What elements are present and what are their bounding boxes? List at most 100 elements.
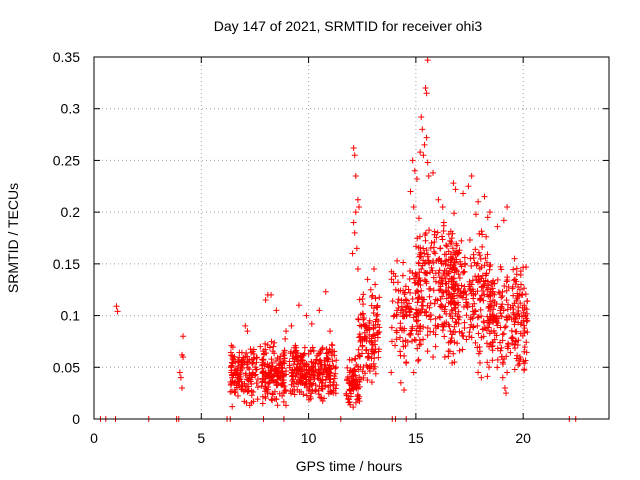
data-point [509,340,516,347]
y-tick-label: 0.15 [53,256,80,272]
data-point [254,396,261,403]
data-point [366,331,373,338]
data-point [262,395,269,402]
data-point [354,266,361,273]
data-point [418,287,425,294]
data-point [483,327,490,334]
data-point [235,375,242,382]
data-point [469,303,476,310]
data-point [354,196,361,203]
data-point [365,353,372,360]
data-point [324,349,331,356]
data-point [283,368,290,375]
data-point [393,329,400,336]
data-point [448,259,455,266]
data-point [290,361,297,368]
data-point [424,348,431,355]
data-point [313,356,320,363]
data-point [476,265,483,272]
data-point [468,321,475,328]
data-point [268,359,275,366]
data-point [244,364,251,371]
data-point [422,230,429,237]
data-point [356,322,363,329]
data-point [412,270,419,277]
data-point [453,267,460,274]
data-point [438,233,445,240]
data-point [264,360,271,367]
data-point [418,302,425,309]
data-point [467,324,474,331]
data-point [328,341,335,348]
axis-ticks: 0 5 10 15 20 0 0.05 0.1 0.15 0.2 0.25 0.3 0.35 [53,49,609,446]
data-point [411,167,418,174]
data-point [260,357,267,364]
data-point [421,141,428,148]
data-point [414,299,421,306]
data-point [511,366,518,373]
data-point [499,359,506,366]
data-point [228,342,235,349]
data-point [458,290,465,297]
x-tick-label: 0 [90,430,98,446]
data-point [322,382,329,389]
data-point [412,279,419,286]
data-point [513,337,520,344]
data-point [463,312,470,319]
data-point [500,330,507,337]
data-point [287,387,294,394]
data-point [447,256,454,263]
data-point [417,341,424,348]
data-point [268,356,275,363]
data-point [452,186,459,193]
data-point [267,373,274,380]
data-point [517,272,524,279]
data-point [388,338,395,345]
data-point [296,389,303,396]
data-point [494,223,501,230]
data-point [363,347,370,354]
data-point [432,322,439,329]
data-point [319,386,326,393]
data-point [512,315,519,322]
data-point [483,259,490,266]
data-point [325,356,332,363]
data-point [438,278,445,285]
data-point [515,362,522,369]
data-point [360,374,367,381]
data-point [397,324,404,331]
data-point [288,369,295,376]
data-point [359,342,366,349]
data-point [417,244,424,251]
data-point [242,370,249,377]
data-point [289,355,296,362]
data-point [447,328,454,335]
data-point [397,309,404,316]
data-point [436,287,443,294]
data-point [280,398,287,405]
data-point [360,291,367,298]
data-point [454,299,461,306]
data-point [501,324,508,331]
data-point [509,302,516,309]
data-point [371,355,378,362]
data-point [426,293,433,300]
data-point [451,323,458,330]
data-point [390,270,397,277]
data-point [319,371,326,378]
data-point [463,336,470,343]
data-point [350,372,357,379]
data-point [312,367,319,374]
data-point [504,203,511,210]
data-point [415,259,422,266]
data-point [400,338,406,345]
data-point [402,304,409,311]
data-point [431,238,438,245]
data-point [408,306,415,313]
data-point [308,358,315,365]
data-point [470,255,477,262]
data-point [520,309,527,316]
data-point [245,376,252,383]
y-tick-label: 0.05 [53,359,80,375]
data-point [249,359,256,366]
